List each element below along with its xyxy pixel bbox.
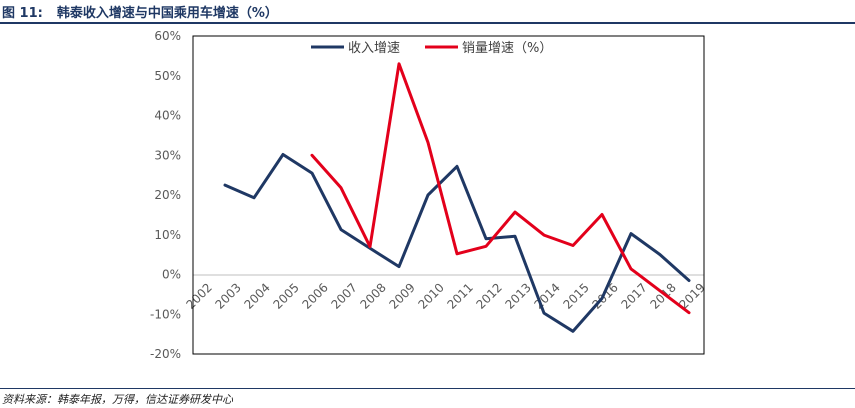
series-line-1 [223,153,691,333]
y-tick-label: 0% [162,268,181,282]
x-tick-label: 2005 [270,280,301,311]
legend: 收入增速 销量增速（%） [311,41,552,56]
y-tick-label: 40% [154,109,181,123]
x-tick-label: 2002 [183,280,214,311]
source-note: 资料来源：韩泰年报，万得，信达证券研发中心 [2,393,233,406]
y-tick-label: 50% [154,69,181,83]
x-tick-label: 2009 [386,280,417,311]
legend-label: 销量增速（%） [462,41,552,56]
x-tick-label: 2008 [357,280,388,311]
series-line-2 [310,62,691,315]
x-tick-label: 2017 [618,280,649,311]
plot-area-border [192,35,705,355]
line-chart: -20%-10%0%10%20%30%40%50%60% 20022003200… [150,29,708,361]
x-tick-label: 2010 [415,280,446,311]
y-tick-label: 60% [154,29,181,43]
source-divider [0,388,855,389]
y-tick-label: -20% [150,347,181,361]
figure-number: 图 11: [2,6,43,21]
x-tick-label: 2012 [473,280,504,311]
x-tick-label: 2006 [299,280,330,311]
y-tick-label: 10% [154,228,181,242]
x-tick-label: 2011 [444,280,475,311]
x-tick-label: 2015 [560,280,591,311]
legend-label: 收入增速 [348,41,400,56]
x-tick-label: 2004 [241,280,272,311]
series-lines [223,62,691,333]
y-tick-label: 20% [154,188,181,202]
x-axis: 2002200320042005200620072008200920102011… [183,274,708,312]
y-axis: -20% -10% 0% 10% 20% 30% 40% 50% 60% [150,29,181,361]
title-divider [0,22,855,24]
x-tick-label: 2013 [502,280,533,311]
y-tick-label: -10% [150,307,181,321]
y-tick-label: 30% [154,148,181,162]
figure-title: 图 11: 韩泰收入增速与中国乘用车增速（%） [2,2,278,21]
figure-caption: 韩泰收入增速与中国乘用车增速（%） [56,6,278,21]
x-tick-label: 2007 [328,280,359,311]
x-tick-label: 2003 [212,280,243,311]
